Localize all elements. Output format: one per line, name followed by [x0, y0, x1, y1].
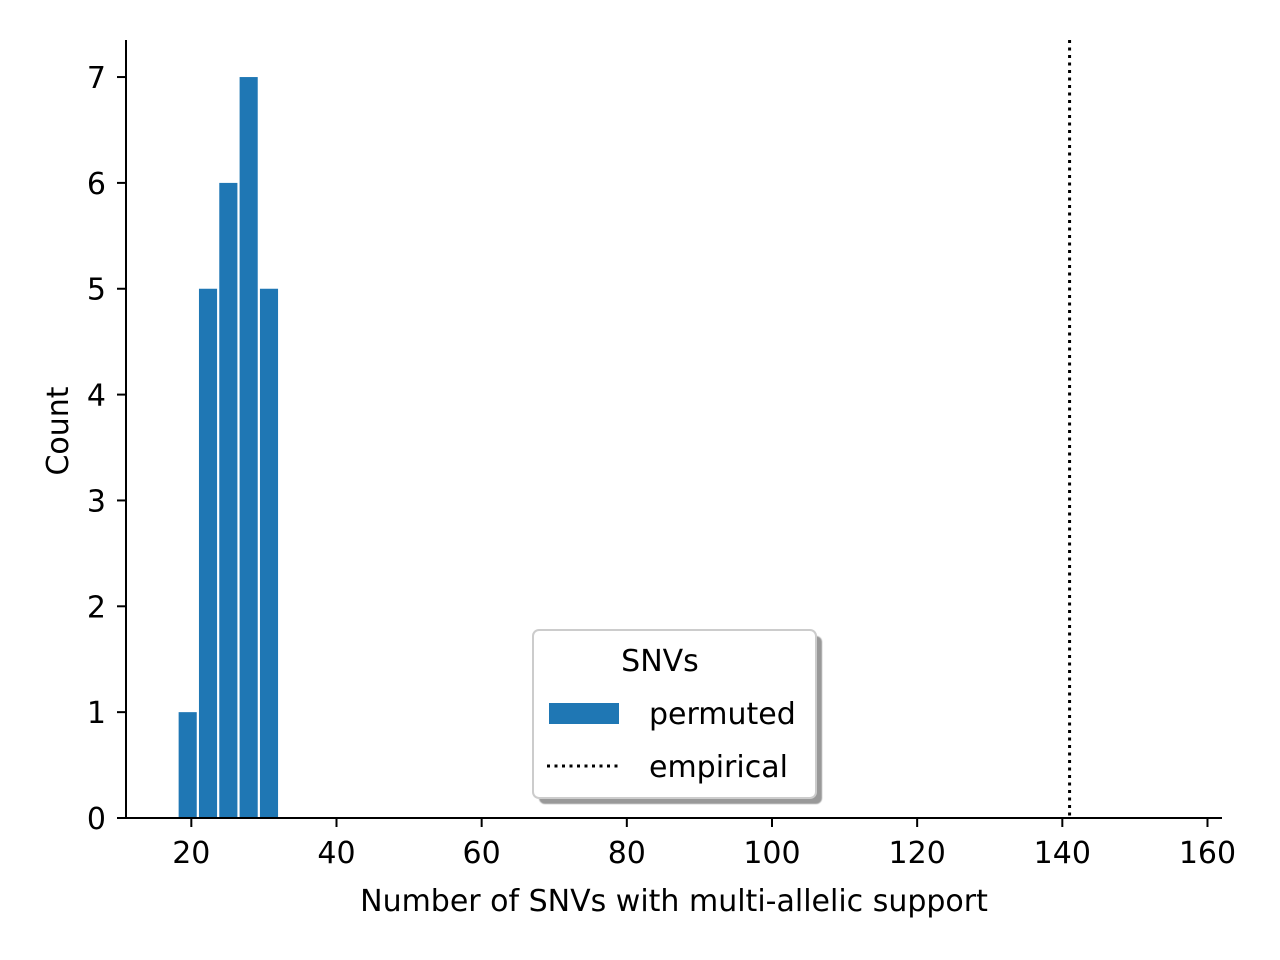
bar-1 [198, 288, 218, 818]
bar-2 [219, 182, 238, 818]
x-axis-ticks: 20 40 60 80 100 120 140 160 [172, 818, 1236, 871]
legend: SNVs permuted empirical [532, 629, 822, 804]
x-tick-label-40: 40 [317, 836, 355, 871]
y-tick-label-3: 3 [87, 484, 106, 519]
y-tick-label-6: 6 [87, 167, 106, 202]
x-tick-label-160: 160 [1179, 836, 1236, 871]
x-tick-label-140: 140 [1034, 836, 1091, 871]
legend-title: SNVs [621, 644, 699, 679]
y-tick-label-2: 2 [87, 590, 106, 625]
x-tick-label-80: 80 [608, 836, 646, 871]
y-tick-label-0: 0 [87, 802, 106, 837]
x-tick-label-20: 20 [172, 836, 210, 871]
y-axis-label: Count [41, 386, 76, 475]
permuted-bars [178, 77, 279, 819]
y-axis-ticks: 0 1 2 3 4 5 6 7 [87, 61, 126, 837]
y-tick-label-1: 1 [87, 696, 106, 731]
y-tick-label-7: 7 [87, 61, 106, 96]
y-tick-label-5: 5 [87, 273, 106, 308]
x-axis-label: Number of SNVs with multi-allelic suppor… [360, 884, 988, 919]
x-tick-label-100: 100 [743, 836, 800, 871]
legend-frame [532, 629, 817, 799]
bar-3 [239, 77, 258, 819]
legend-swatch-permuted [549, 703, 619, 724]
legend-label-permuted: permuted [649, 697, 796, 732]
x-tick-label-60: 60 [463, 836, 501, 871]
y-tick-label-4: 4 [87, 379, 106, 414]
x-tick-label-120: 120 [889, 836, 946, 871]
bar-4 [259, 288, 279, 818]
bar-0 [178, 712, 197, 818]
legend-label-empirical: empirical [649, 750, 788, 785]
